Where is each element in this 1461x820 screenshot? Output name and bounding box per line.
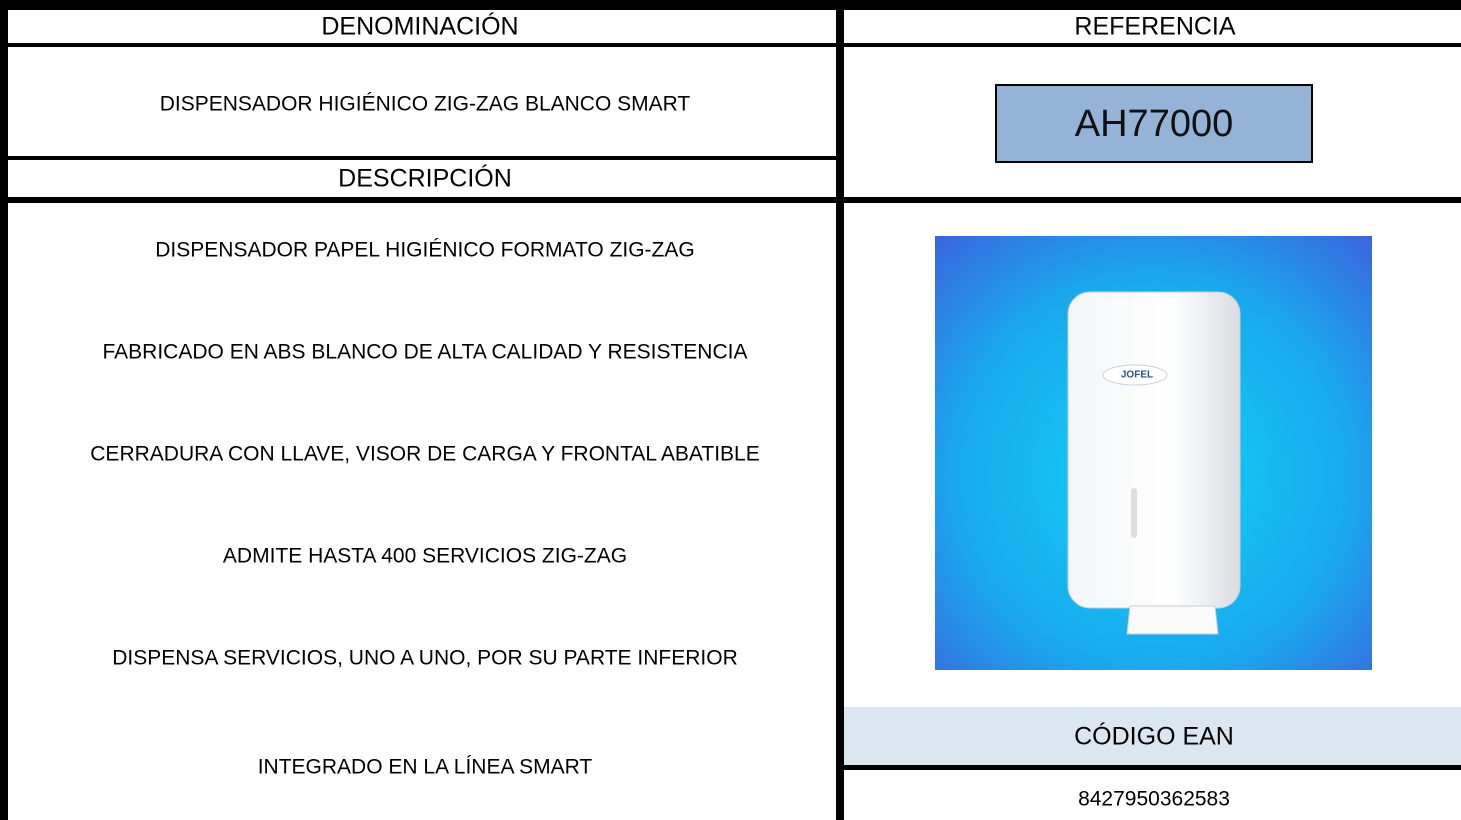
description-line: DISPENSADOR PAPEL HIGIÉNICO FORMATO ZIG-… [155,239,694,262]
description: DISPENSADOR PAPEL HIGIÉNICO FORMATO ZIG-… [90,239,759,779]
description-line: DISPENSA SERVICIOS, UNO A UNO, POR SU PA… [112,647,737,670]
description-title: DESCRIPCIÓN [338,164,512,193]
ean-band [844,707,1461,765]
description-line: CERRADURA CON LLAVE, VISOR DE CARGA Y FR… [90,443,759,466]
product-name: DISPENSADOR HIGIÉNICO ZIG-ZAG BLANCO SMA… [160,93,691,116]
product-image: JOFEL [935,236,1372,670]
ean-title: CÓDIGO EAN [1074,722,1234,751]
reference: AH77000 [1075,103,1233,145]
description-line: ADMITE HASTA 400 SERVICIOS ZIG-ZAG [223,545,627,568]
description-line: FABRICADO EN ABS BLANCO DE ALTA CALIDAD … [103,341,748,364]
ean-value: 8427950362583 [1078,788,1230,811]
logo: JOFEL [1121,370,1153,381]
description-line: INTEGRADO EN LA LÍNEA SMART [258,756,593,779]
header-right: REFERENCIA [1074,13,1235,41]
reference-box [995,84,1313,163]
header-left: DENOMINACIÓN [321,12,518,41]
